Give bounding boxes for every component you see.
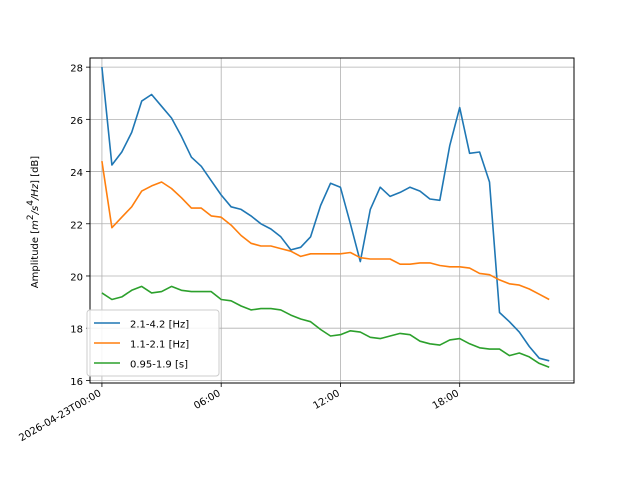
legend-label-3: 0.95-1.9 [s] [130, 360, 188, 371]
y-tick-label: 22 [70, 220, 83, 231]
series-line-1 [101, 67, 550, 362]
plot-frame [89, 57, 575, 384]
y-tick-label: 28 [70, 64, 83, 75]
y-tick-label: 20 [70, 272, 83, 283]
y-tick-label: 26 [70, 116, 83, 127]
series-line-3 [101, 285, 550, 369]
y-tick-label: 18 [70, 325, 83, 336]
y-tick-label: 16 [70, 377, 83, 388]
y-axis-label: Amplitude [m2/s4/Hz] [dB] [26, 156, 41, 288]
y-axis: 16 18 20 22 24 26 28 [70, 64, 90, 388]
legend-box [86, 309, 220, 377]
grid [90, 58, 574, 383]
y-tick-label: 24 [70, 168, 83, 179]
legend-label-1: 2.1-4.2 [Hz] [130, 320, 189, 331]
legend-label-2: 1.1-2.1 [Hz] [130, 340, 189, 351]
series-line-2 [101, 160, 550, 301]
legend: 2.1-4.2 [Hz] 1.1-2.1 [Hz] 0.95-1.9 [s] [86, 309, 220, 377]
series-layer [101, 67, 550, 369]
